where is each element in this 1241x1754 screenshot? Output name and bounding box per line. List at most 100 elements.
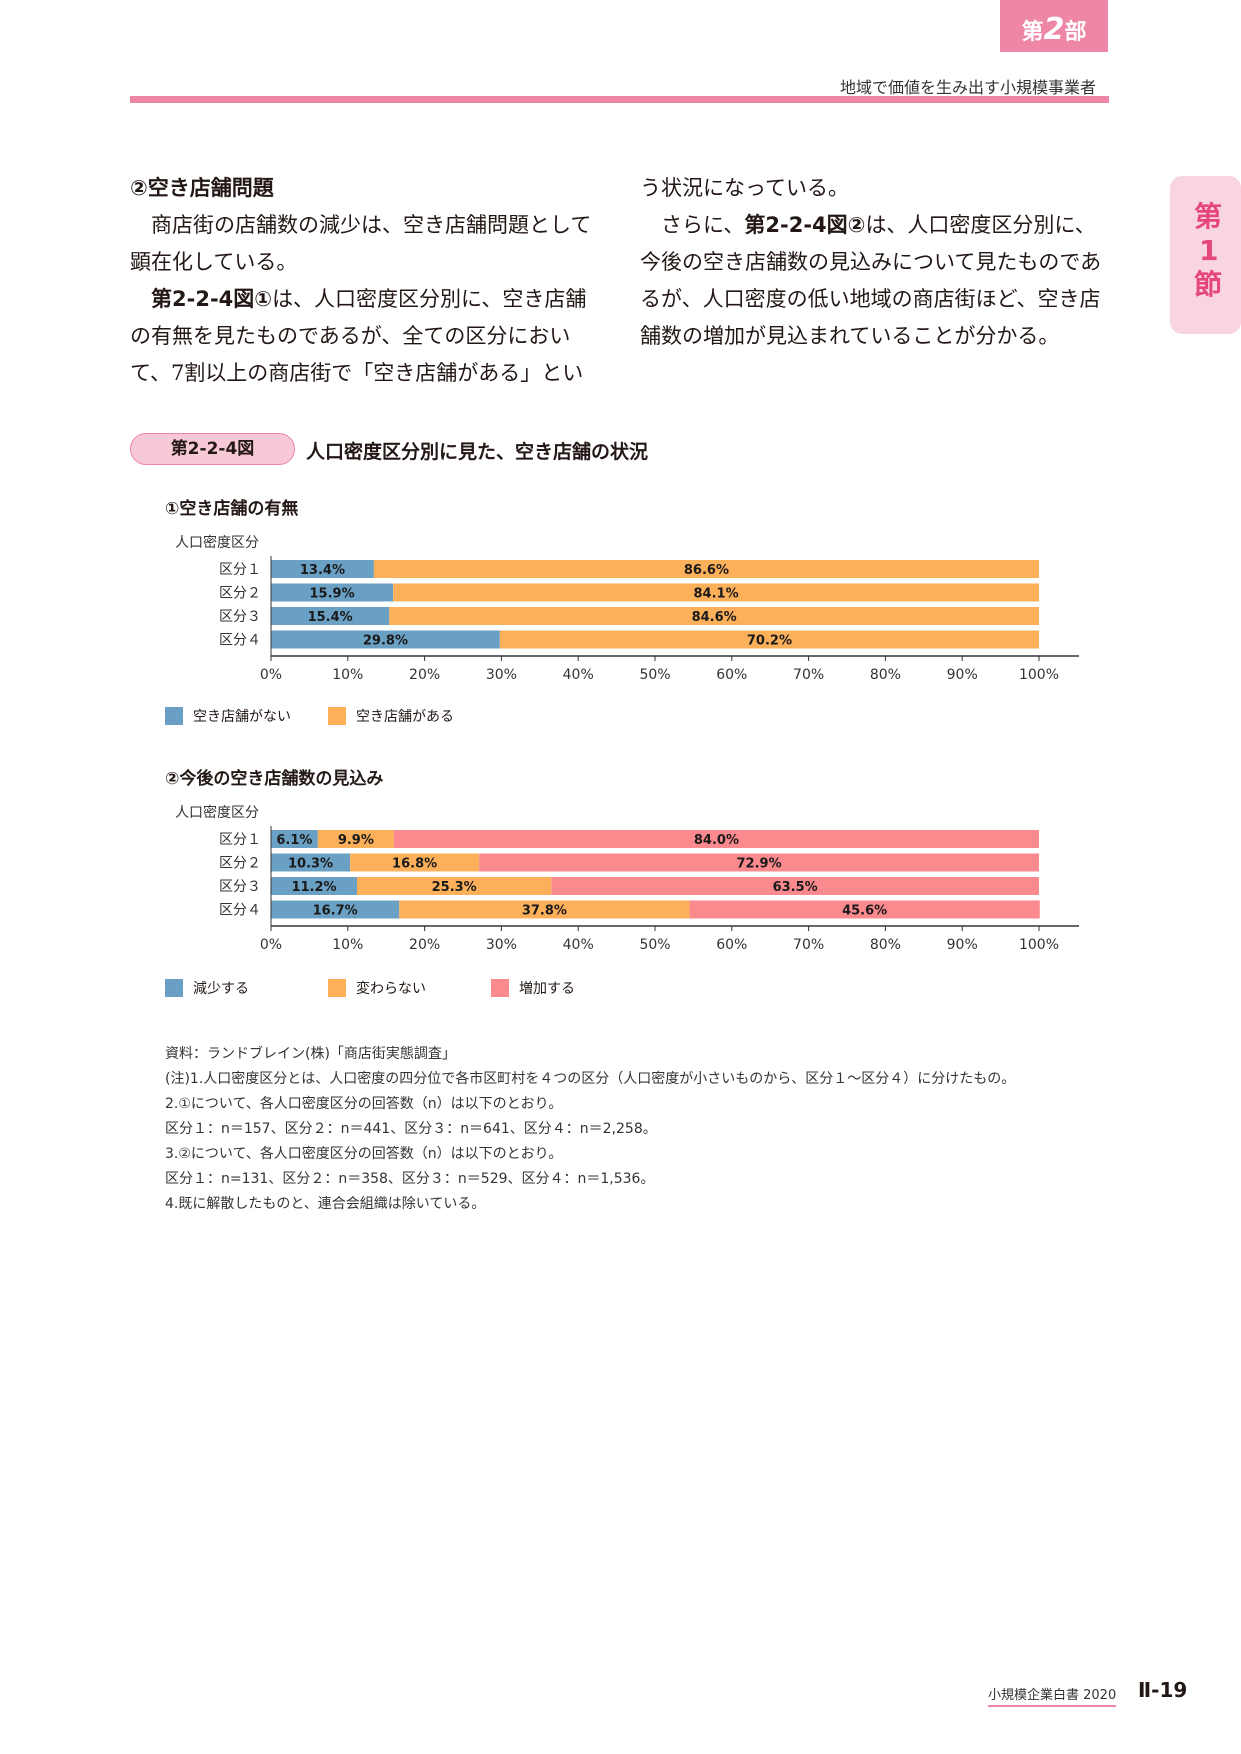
bar-segment bbox=[317, 830, 394, 848]
chart2-legend: 減少する 変わらない 増加する bbox=[165, 978, 765, 1002]
section-tab-char: 1 bbox=[1199, 234, 1219, 267]
x-tick-label: 70% bbox=[793, 937, 824, 953]
category-label: 区分２ bbox=[219, 586, 261, 602]
note-line: 区分１：n=131、区分２：n＝358、区分３：n＝529、区分４：n＝1,53… bbox=[165, 1171, 655, 1187]
x-tick-label: 0% bbox=[260, 667, 282, 683]
legend-label: 空き店舗がある bbox=[356, 709, 454, 725]
x-tick-label: 40% bbox=[563, 937, 594, 953]
bar-segment bbox=[271, 560, 374, 578]
x-tick-label: 80% bbox=[870, 937, 901, 953]
chapter-subtitle: 地域で価値を生み出す小規模事業者 bbox=[839, 78, 1096, 97]
category-label: 区分３ bbox=[219, 609, 261, 625]
note-line: 資料：ランドブレイン(株)「商店街実態調査」 bbox=[165, 1046, 456, 1062]
page-number: Ⅱ-19 bbox=[1138, 1678, 1188, 1702]
category-label: 区分２ bbox=[219, 856, 261, 872]
part-suffix: 部 bbox=[1064, 20, 1087, 45]
data-label: 25.3% bbox=[432, 880, 477, 895]
x-tick-label: 70% bbox=[793, 667, 824, 683]
bar-segment bbox=[271, 900, 400, 919]
x-tick-label: 10% bbox=[332, 937, 363, 953]
bar-segment bbox=[399, 900, 690, 919]
section-tab: 第 1 節 bbox=[1170, 176, 1241, 334]
paragraph-text: さらに、 bbox=[661, 213, 745, 237]
x-tick-label: 50% bbox=[639, 667, 670, 683]
y-axis-label: 人口密度区分 bbox=[175, 804, 259, 821]
footer-book-title: 小規模企業白書 2020 bbox=[988, 1684, 1117, 1707]
data-label: 84.6% bbox=[692, 610, 737, 625]
category-label: 区分４ bbox=[219, 903, 261, 919]
bar-segment bbox=[479, 853, 1039, 872]
legend-label: 増加する bbox=[519, 981, 575, 997]
x-tick-label: 20% bbox=[409, 667, 440, 683]
note-line: (注)1.人口密度区分とは、人口密度の四分位で各市区町村を４つの区分（人口密度が… bbox=[165, 1071, 1016, 1087]
data-label: 63.5% bbox=[773, 880, 818, 895]
bar-segment bbox=[373, 560, 1039, 578]
part-number: 2 bbox=[1043, 12, 1065, 47]
y-axis-label: 人口密度区分 bbox=[175, 534, 259, 551]
bar-segment bbox=[350, 853, 480, 872]
data-label: 29.8% bbox=[363, 634, 408, 649]
figure-notes: 資料：ランドブレイン(株)「商店街実態調査」 (注)1.人口密度区分とは、人口密… bbox=[165, 1042, 1015, 1217]
bar-segment bbox=[551, 877, 1039, 895]
paragraph: さらに、第2-2-4図②は、人口密度区分別に、今後の空き店舗数の見込みについて見… bbox=[640, 207, 1110, 355]
legend-item: 空き店舗がない bbox=[165, 706, 291, 726]
figure-title: 人口密度区分別に見た、空き店舗の状況 bbox=[306, 441, 649, 463]
legend-swatch bbox=[328, 707, 346, 725]
legend-item: 減少する bbox=[165, 978, 249, 998]
legend-label: 空き店舗がない bbox=[193, 709, 291, 725]
x-tick-label: 100% bbox=[1019, 937, 1059, 953]
section-tab-char: 節 bbox=[1194, 268, 1223, 301]
data-label: 16.7% bbox=[313, 904, 358, 919]
bar-segment bbox=[393, 830, 1039, 848]
note-line: 4.既に解散したものと、連合会組織は除いている。 bbox=[165, 1196, 486, 1212]
x-tick-label: 80% bbox=[870, 667, 901, 683]
x-tick-label: 40% bbox=[563, 667, 594, 683]
x-tick-label: 60% bbox=[716, 667, 747, 683]
body-left-column: ②空き店舗問題 商店街の店舗数の減少は、空き店舗問題として顕在化している。 第2… bbox=[130, 170, 600, 392]
data-label: 84.0% bbox=[694, 833, 739, 848]
bar-segment bbox=[271, 853, 351, 872]
note-line: 3.②について、各人口密度区分の回答数（n）は以下のとおり。 bbox=[165, 1146, 563, 1162]
legend-item: 増加する bbox=[491, 978, 575, 998]
x-tick-label: 10% bbox=[332, 667, 363, 683]
data-label: 37.8% bbox=[522, 904, 567, 919]
data-label: 16.8% bbox=[392, 857, 437, 872]
data-label: 72.9% bbox=[737, 857, 782, 872]
part-prefix: 第 bbox=[1021, 20, 1044, 45]
bar-segment bbox=[271, 830, 318, 848]
x-tick-label: 30% bbox=[486, 667, 517, 683]
paragraph-text: は、人口密度区分別に、空き店舗の有無を見たものであるが、全ての区分において、7割… bbox=[130, 287, 587, 385]
legend-swatch bbox=[165, 979, 183, 997]
data-label: 15.4% bbox=[308, 610, 353, 625]
paragraph: う状況になっている。 bbox=[640, 176, 849, 200]
data-label: 6.1% bbox=[276, 833, 312, 848]
figure-reference[interactable]: 第2-2-4図② bbox=[744, 213, 866, 237]
data-label: 15.9% bbox=[310, 587, 355, 602]
data-label: 9.9% bbox=[338, 833, 374, 848]
bar-segment bbox=[271, 877, 358, 895]
data-label: 70.2% bbox=[747, 634, 792, 649]
category-label: 区分１ bbox=[219, 562, 261, 578]
part-tab: 第2部 bbox=[1000, 0, 1108, 52]
data-label: 86.6% bbox=[684, 563, 729, 578]
legend-swatch bbox=[328, 979, 346, 997]
bar-segment bbox=[389, 607, 1040, 625]
chart1-legend: 空き店舗がない 空き店舗がある bbox=[165, 706, 665, 730]
x-tick-label: 90% bbox=[947, 937, 978, 953]
legend-item: 変わらない bbox=[328, 978, 426, 998]
note-line: 区分１：n＝157、区分２：n＝441、区分３：n＝641、区分４：n＝2,25… bbox=[165, 1121, 657, 1137]
x-tick-label: 50% bbox=[639, 937, 670, 953]
body-right-column: う状況になっている。 さらに、第2-2-4図②は、人口密度区分別に、今後の空き店… bbox=[640, 170, 1110, 355]
x-tick-label: 0% bbox=[260, 937, 282, 953]
bar-segment bbox=[271, 583, 394, 602]
bar-segment bbox=[271, 607, 390, 625]
figure-reference[interactable]: 第2-2-4図① bbox=[151, 287, 273, 311]
data-label: 84.1% bbox=[694, 587, 739, 602]
header-rule bbox=[130, 96, 1109, 103]
legend-swatch bbox=[165, 707, 183, 725]
paragraph: 第2-2-4図①は、人口密度区分別に、空き店舗の有無を見たものであるが、全ての区… bbox=[130, 281, 600, 392]
data-label: 13.4% bbox=[300, 563, 345, 578]
category-label: 区分１ bbox=[219, 832, 261, 848]
